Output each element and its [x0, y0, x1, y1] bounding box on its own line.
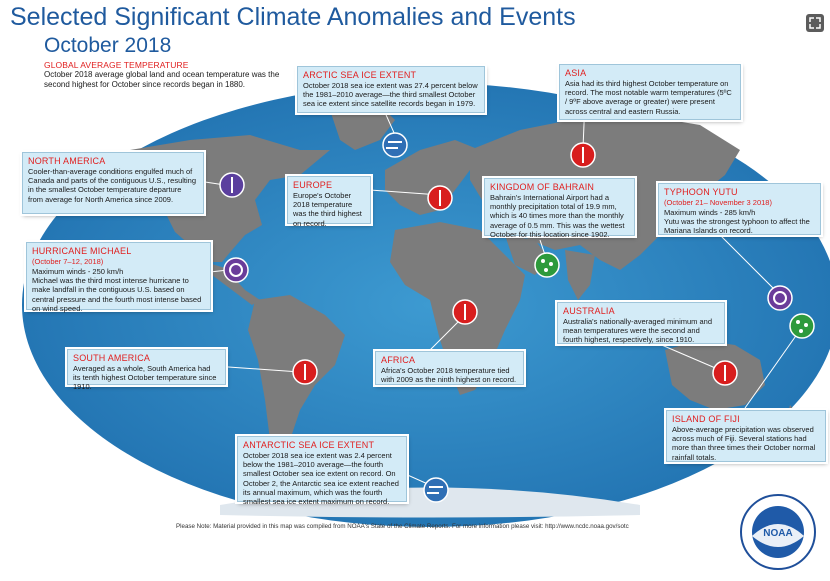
- antarctic-sea-ice-box: ANTARCTIC SEA ICE EXTENT October 2018 se…: [237, 436, 407, 506]
- box-heading: HURRICANE MICHAEL: [32, 246, 132, 256]
- box-dates: (October 7–12, 2018): [32, 257, 104, 266]
- australia-box: AUSTRALIA Australia's nationally-average…: [557, 302, 725, 344]
- central-america-land: [205, 262, 260, 305]
- arctic-sea-ice-box: ARCTIC SEA ICE EXTENT October 2018 sea i…: [297, 66, 485, 113]
- box-text: Asia had its third highest October tempe…: [565, 79, 732, 116]
- fiji-box: ISLAND OF FIJI Above-average precipitati…: [666, 410, 826, 462]
- box-heading: AFRICA: [381, 355, 416, 365]
- bahrain-box: KINGDOM OF BAHRAIN Bahrain's Internation…: [484, 178, 635, 239]
- noaa-logo-text: NOAA: [763, 528, 792, 539]
- box-text: Bahrain's International Airport had a mo…: [490, 193, 625, 239]
- box-text: October 2018 sea ice extent was 2.4 perc…: [243, 451, 399, 507]
- europe-land: [385, 140, 480, 215]
- south-america-box: SOUTH AMERICA Averaged as a whole, South…: [67, 349, 226, 391]
- box-heading: ANTARCTIC SEA ICE EXTENT: [243, 440, 375, 450]
- source-note: Please Note: Material provided in this m…: [176, 523, 629, 530]
- box-heading: ISLAND OF FIJI: [672, 414, 740, 424]
- box-text: Australia's nationally-averaged minimum …: [563, 317, 713, 345]
- africa-warm-icon: [452, 299, 478, 325]
- north-america-box: NORTH AMERICA Cooler-than-average condit…: [22, 152, 204, 214]
- box-heading: NORTH AMERICA: [28, 156, 106, 166]
- box-text: Averaged as a whole, South America had i…: [73, 364, 217, 392]
- noaa-logo[interactable]: NOAA: [738, 492, 818, 572]
- arctic-ice-icon: [382, 132, 408, 158]
- antarctic-ice-icon: [423, 477, 449, 503]
- box-heading: TYPHOON YUTU: [664, 187, 738, 197]
- box-text: Maximum winds - 250 km/h Michael was the…: [32, 267, 202, 313]
- europe-warm-icon: [427, 185, 453, 211]
- south-america-land: [248, 295, 345, 475]
- africa-box: AFRICA Africa's October 2018 temperature…: [375, 351, 524, 385]
- global-temperature-text: October 2018 average global land and oce…: [44, 70, 280, 89]
- bahrain-wet-icon: [534, 252, 560, 278]
- map-title: Selected Significant Climate Anomalies a…: [10, 3, 576, 31]
- typhoon-yutu-box: TYPHOON YUTU (October 21– November 3 201…: [658, 183, 821, 235]
- box-text: Above-average precipitation was observed…: [672, 425, 816, 462]
- box-text: Maximum winds - 285 km/h Yutu was the st…: [664, 208, 810, 236]
- box-text: October 2018 sea ice extent was 27.4 per…: [303, 81, 478, 109]
- box-heading: SOUTH AMERICA: [73, 353, 151, 363]
- australia-warm-icon: [712, 360, 738, 386]
- box-text: Europe's October 2018 temperature was th…: [293, 191, 362, 228]
- box-heading: AUSTRALIA: [563, 306, 615, 316]
- asia-box: ASIA Asia had its third highest October …: [559, 64, 741, 120]
- asia-warm-icon: [570, 142, 596, 168]
- typhoon-yutu-icon: [767, 285, 793, 311]
- north-america-cold-icon: [219, 172, 245, 198]
- expand-icon[interactable]: [806, 14, 824, 32]
- fiji-wet-icon: [789, 313, 815, 339]
- map-subtitle: October 2018: [44, 34, 172, 57]
- india-land: [565, 250, 595, 300]
- global-temperature-heading: GLOBAL AVERAGE TEMPERATURE: [44, 60, 189, 70]
- box-heading: KINGDOM OF BAHRAIN: [490, 182, 595, 192]
- box-dates: (October 21– November 3 2018): [664, 198, 772, 207]
- global-temperature-note: GLOBAL AVERAGE TEMPERATURE October 2018 …: [44, 60, 294, 90]
- box-text: Africa's October 2018 temperature tied w…: [381, 366, 517, 385]
- box-text: Cooler-than-average conditions engulfed …: [28, 167, 197, 204]
- hurricane-michael-icon: [223, 257, 249, 283]
- box-heading: ASIA: [565, 68, 587, 78]
- south-america-warm-icon: [292, 359, 318, 385]
- europe-box: EUROPE Europe's October 2018 temperature…: [287, 176, 371, 228]
- box-heading: ARCTIC SEA ICE EXTENT: [303, 70, 417, 80]
- greenland-land: [330, 105, 395, 150]
- hurricane-michael-box: HURRICANE MICHAEL (October 7–12, 2018) M…: [26, 242, 211, 313]
- box-heading: EUROPE: [293, 180, 333, 190]
